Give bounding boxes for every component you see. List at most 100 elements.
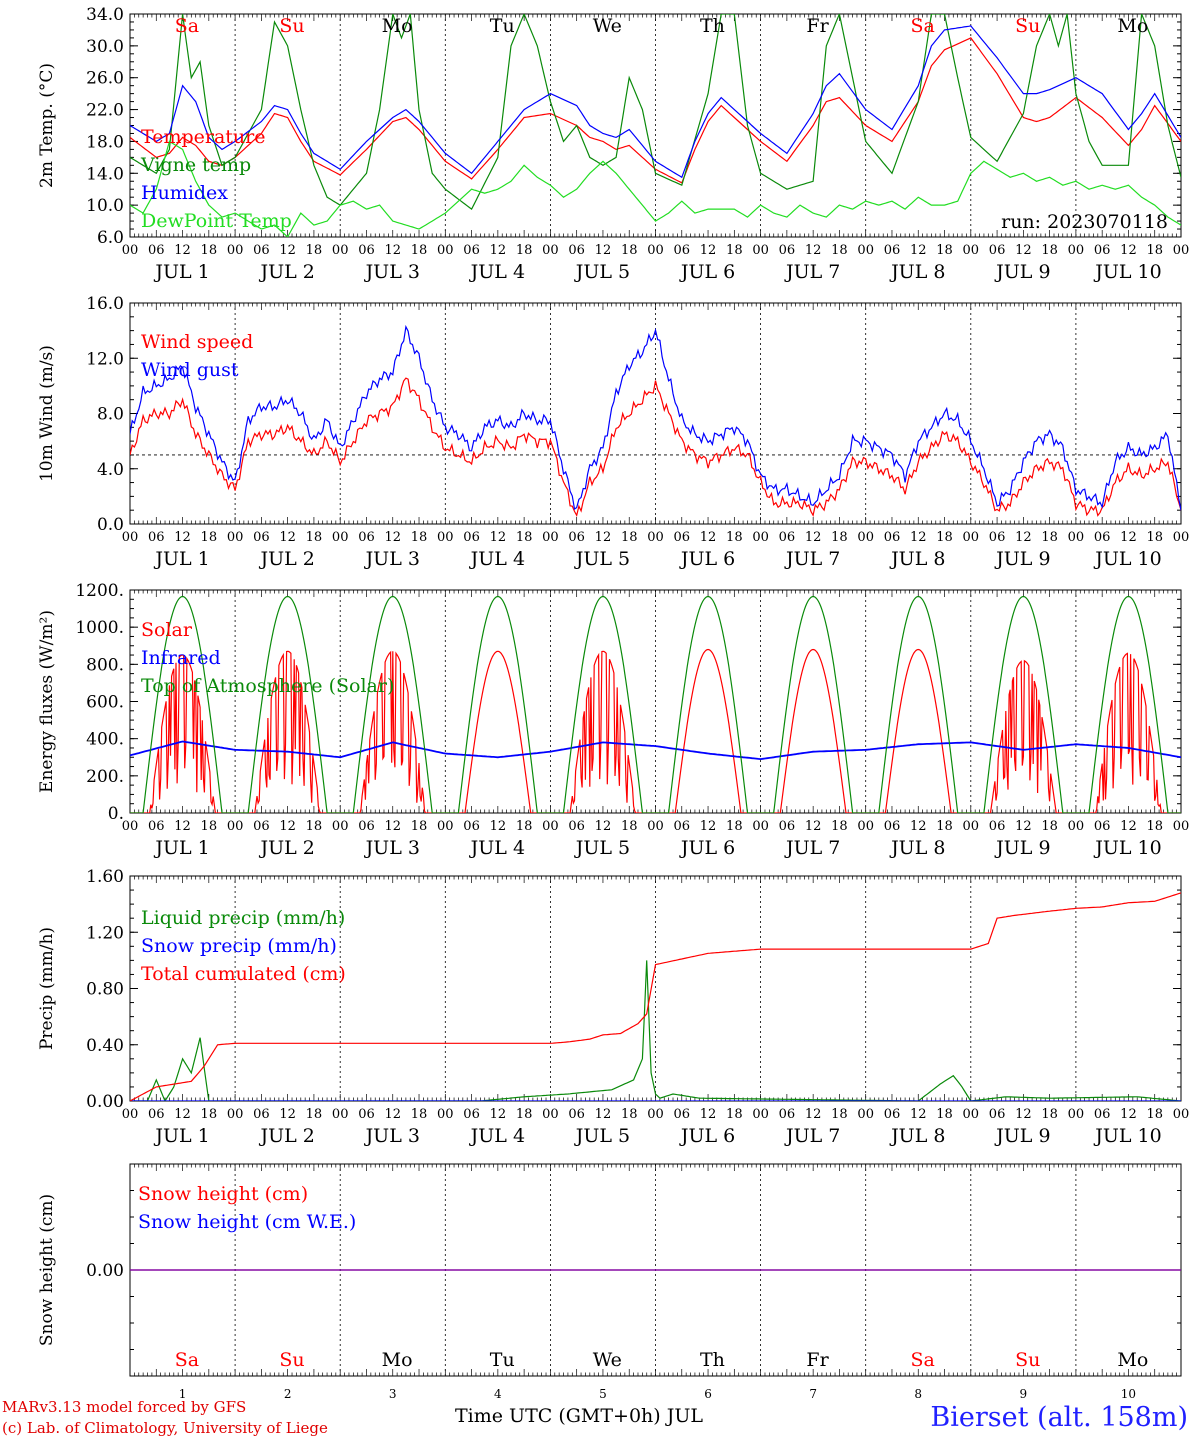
x-hour-label: 06	[1094, 530, 1111, 545]
x-hour-label: 12	[1015, 243, 1032, 258]
x-date-label: JUL 5	[574, 837, 630, 859]
series-line-solar	[130, 648, 1181, 813]
legend-entry: Infrared	[141, 647, 221, 669]
day-of-week-label: Sa	[175, 15, 199, 37]
x-hour-label: 00	[963, 530, 980, 545]
x-hour-label: 00	[227, 819, 244, 834]
x-hour-label: 18	[516, 530, 533, 545]
x-date-label: JUL 1	[153, 837, 209, 859]
x-hour-label: 00	[1068, 1107, 1085, 1122]
x-hour-label: 06	[884, 530, 901, 545]
x-hour-label: 06	[674, 530, 691, 545]
x-hour-label: 12	[910, 530, 927, 545]
legend-entry: Wind speed	[141, 331, 253, 353]
day-of-week-label: Fr	[806, 1349, 829, 1371]
x-date-label: JUL 5	[574, 548, 630, 570]
legend-entry: Snow height (cm W.E.)	[138, 1211, 356, 1233]
chart-panel-2: 0.0 4.0 8.0 12.0 16.0 10m Wind (m/s) 00 06 12 18 J…	[37, 294, 1189, 570]
y-tick-label: 16.0	[86, 294, 124, 314]
x-date-label: JUL 8	[889, 1125, 945, 1147]
x-hour-label: 12	[174, 243, 191, 258]
y-tick-label: 1.20	[86, 923, 124, 943]
x-hour-label: 12	[490, 530, 507, 545]
x-hour-label: 18	[411, 819, 428, 834]
x-hour-label: 18	[936, 243, 953, 258]
y-tick-label: 1.60	[86, 867, 124, 887]
x-hour-label: 18	[516, 819, 533, 834]
legend-entry: Snow height (cm)	[138, 1183, 308, 1205]
x-date-label: JUL 2	[258, 1125, 314, 1147]
legend-entry: Wind gust	[141, 359, 239, 381]
x-date-label: JUL 10	[1093, 261, 1161, 283]
series-line-dewpoint-temp	[130, 140, 1181, 237]
run-annotation: run: 2023070118	[1001, 211, 1168, 233]
legend-entry: Temperature	[141, 126, 265, 148]
x-date-label: JUL 2	[258, 548, 314, 570]
y-tick-label: 0.80	[86, 980, 124, 1000]
x-hour-label: 18	[1041, 1107, 1058, 1122]
x-hour-label: 12	[700, 819, 717, 834]
x-hour-label: 00	[332, 1107, 349, 1122]
x-date-label: JUL 1	[153, 548, 209, 570]
day-of-week-label: Th	[700, 15, 725, 37]
series-line-vigne-temp	[130, 14, 1181, 210]
lab-credit: (c) Lab. of Climatology, University of L…	[2, 1419, 328, 1437]
x-hour-label: 12	[700, 243, 717, 258]
x-hour-label: 00	[963, 243, 980, 258]
y-tick-label: 0.	[108, 804, 124, 824]
day-of-week-label: Su	[279, 15, 304, 37]
x-hour-label: 18	[831, 243, 848, 258]
x-hour-label: 18	[201, 819, 218, 834]
x-hour-label: 12	[174, 819, 191, 834]
x-hour-label: 18	[831, 1107, 848, 1122]
x-hour-label: 06	[1094, 819, 1111, 834]
x-hour-label: 12	[384, 819, 401, 834]
day-of-week-label: We	[593, 1349, 622, 1371]
chart-panel-1: 6.0 10.0 14.0 18.0 22.0 26.0 30.0 34.0 2m Temp. …	[37, 5, 1189, 283]
x-hour-label: 00	[227, 1107, 244, 1122]
x-hour-label: 00	[857, 530, 874, 545]
x-hour-label: 18	[621, 1107, 638, 1122]
y-tick-label: 0.00	[86, 1092, 124, 1112]
x-hour-label: 00	[963, 1107, 980, 1122]
x-date-label: JUL 7	[784, 261, 840, 283]
x-hour-label: 18	[621, 530, 638, 545]
legend-entry: Vigne temp	[140, 154, 251, 176]
x-hour-label: 06	[568, 530, 585, 545]
x-hour-label: 06	[779, 243, 796, 258]
x-hour-label: 06	[358, 819, 375, 834]
legend-entry: Snow precip (mm/h)	[141, 935, 337, 957]
x-hour-label: 18	[936, 819, 953, 834]
x-hour-label: 00	[542, 243, 559, 258]
x-hour-label: 06	[148, 1107, 165, 1122]
x-date-label: JUL 4	[469, 1125, 525, 1147]
x-hour-label: 00	[647, 243, 664, 258]
day-number-label: 6	[704, 1387, 712, 1401]
x-hour-label: 12	[1015, 530, 1032, 545]
x-hour-label: 12	[174, 1107, 191, 1122]
x-hour-label: 18	[621, 243, 638, 258]
x-hour-label: 06	[253, 1107, 270, 1122]
x-hour-label: 06	[463, 530, 480, 545]
x-hour-label: 18	[411, 243, 428, 258]
model-credit: MARv3.13 model forced by GFS	[2, 1398, 247, 1416]
x-hour-label: 06	[674, 819, 691, 834]
x-hour-label: 12	[174, 530, 191, 545]
x-hour-label: 12	[1120, 819, 1137, 834]
x-hour-label: 06	[463, 1107, 480, 1122]
day-of-week-label: Sa	[910, 1349, 934, 1371]
x-hour-label: 18	[201, 243, 218, 258]
x-date-label: JUL 6	[679, 548, 735, 570]
x-hour-label: 18	[831, 530, 848, 545]
day-of-week-label: Th	[700, 1349, 725, 1371]
x-date-label: JUL 2	[258, 261, 314, 283]
x-hour-label: 06	[463, 243, 480, 258]
x-hour-label: 06	[253, 819, 270, 834]
x-hour-label: 00	[1068, 819, 1085, 834]
x-date-label: JUL 4	[469, 837, 525, 859]
x-hour-label: 18	[201, 530, 218, 545]
x-date-label: JUL 9	[994, 261, 1050, 283]
x-hour-label: 00	[542, 530, 559, 545]
x-hour-label: 06	[148, 243, 165, 258]
x-hour-label: 12	[1015, 819, 1032, 834]
